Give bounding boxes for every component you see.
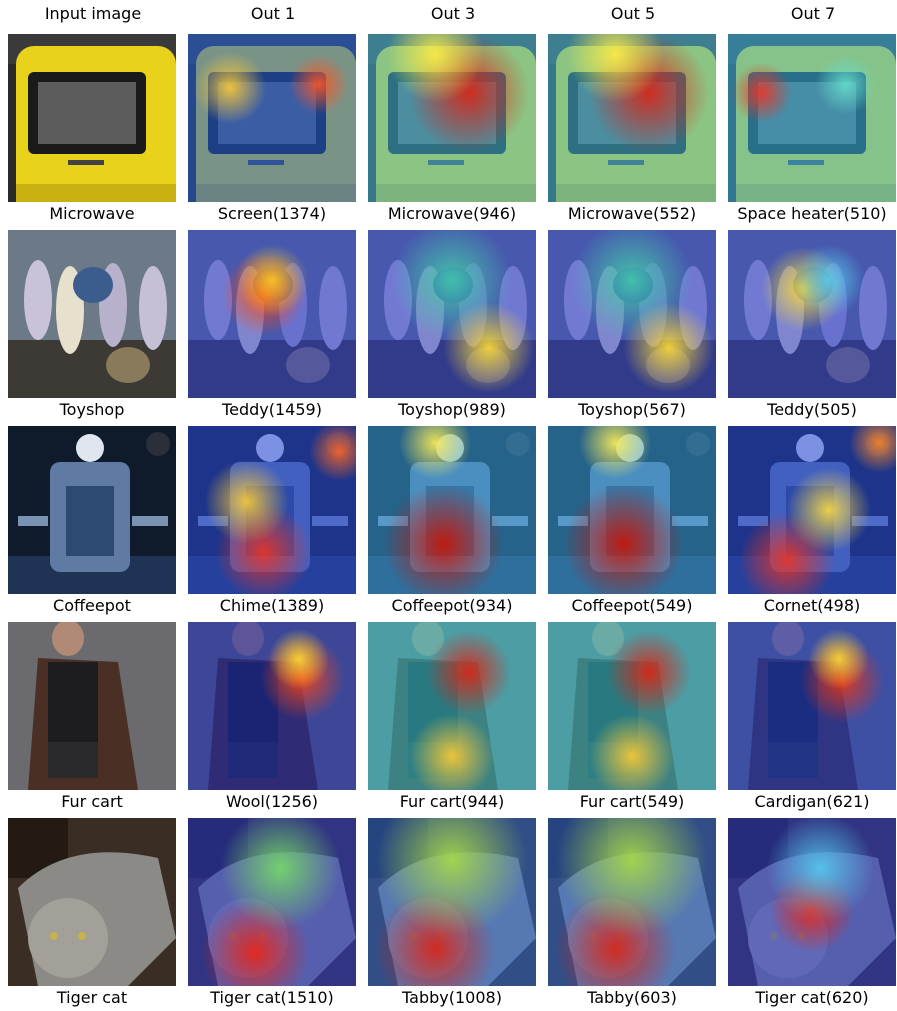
input-image-toyshop [8,230,176,398]
heatmap-toyshop-out-1 [188,230,356,398]
input-image-coffeepot [8,426,176,594]
heatmap-fur-coat-out-5 [548,622,716,790]
heatmap-fur-coat-out-1 [188,622,356,790]
heatmap-toyshop-out-5 [548,230,716,398]
caption-tiger-cat-col-1: Tiger cat(1510) [210,988,334,1007]
heatmap-fur-coat-out-7 [728,622,896,790]
caption-toyshop-col-3: Toyshop(567) [578,400,686,419]
caption-fur-coat-col-1: Wool(1256) [225,792,319,811]
caption-coffeepot-col-1: Chime(1389) [219,596,325,615]
caption-toyshop-col-0: Toyshop [59,400,125,419]
heatmap-coffeepot-out-1 [188,426,356,594]
heatmap-tiger-cat-out-1 [188,818,356,986]
heatmap-fur-coat-out-3 [368,622,536,790]
caption-toyshop-col-2: Toyshop(989) [398,400,506,419]
header-out-3: Out 3 [430,4,476,23]
input-image-microwave [8,34,176,202]
caption-fur-coat-col-2: Fur cart(944) [399,792,505,811]
caption-coffeepot-col-4: Cornet(498) [763,596,861,615]
caption-toyshop-col-4: Teddy(505) [767,400,857,419]
caption-coffeepot-col-0: Coffeepot [53,596,131,615]
caption-coffeepot-col-2: Coffeepot(934) [391,596,513,615]
heatmap-tiger-cat-out-7 [728,818,896,986]
caption-fur-coat-col-4: Cardigan(621) [754,792,870,811]
caption-tiger-cat-col-3: Tabby(603) [587,988,677,1007]
heatmap-tiger-cat-out-5 [548,818,716,986]
caption-fur-coat-col-3: Fur cart(549) [579,792,685,811]
header-input-image: Input image [44,4,142,23]
heatmap-microwave-out-5 [548,34,716,202]
header-out-1: Out 1 [250,4,296,23]
heatmap-coffeepot-out-3 [368,426,536,594]
heatmap-microwave-out-1 [188,34,356,202]
heatmap-toyshop-out-7 [728,230,896,398]
input-image-tiger-cat [8,818,176,986]
caption-fur-coat-col-0: Fur cart [61,792,123,811]
caption-tiger-cat-col-2: Tabby(1008) [402,988,502,1007]
header-out-5: Out 5 [610,4,656,23]
caption-microwave-col-0: Microwave [49,204,135,223]
heatmap-coffeepot-out-7 [728,426,896,594]
caption-tiger-cat-col-0: Tiger cat [56,988,128,1007]
caption-microwave-col-2: Microwave(946) [387,204,517,223]
header-out-7: Out 7 [790,4,836,23]
heatmap-microwave-out-7 [728,34,896,202]
input-image-fur-coat [8,622,176,790]
caption-microwave-col-3: Microwave(552) [567,204,697,223]
caption-toyshop-col-1: Teddy(1459) [222,400,322,419]
caption-coffeepot-col-3: Coffeepot(549) [571,596,693,615]
heatmap-microwave-out-3 [368,34,536,202]
caption-tiger-cat-col-4: Tiger cat(620) [755,988,869,1007]
caption-microwave-col-4: Space heater(510) [737,204,887,223]
caption-microwave-col-1: Screen(1374) [217,204,327,223]
heatmap-toyshop-out-3 [368,230,536,398]
heatmap-tiger-cat-out-3 [368,818,536,986]
heatmap-coffeepot-out-5 [548,426,716,594]
